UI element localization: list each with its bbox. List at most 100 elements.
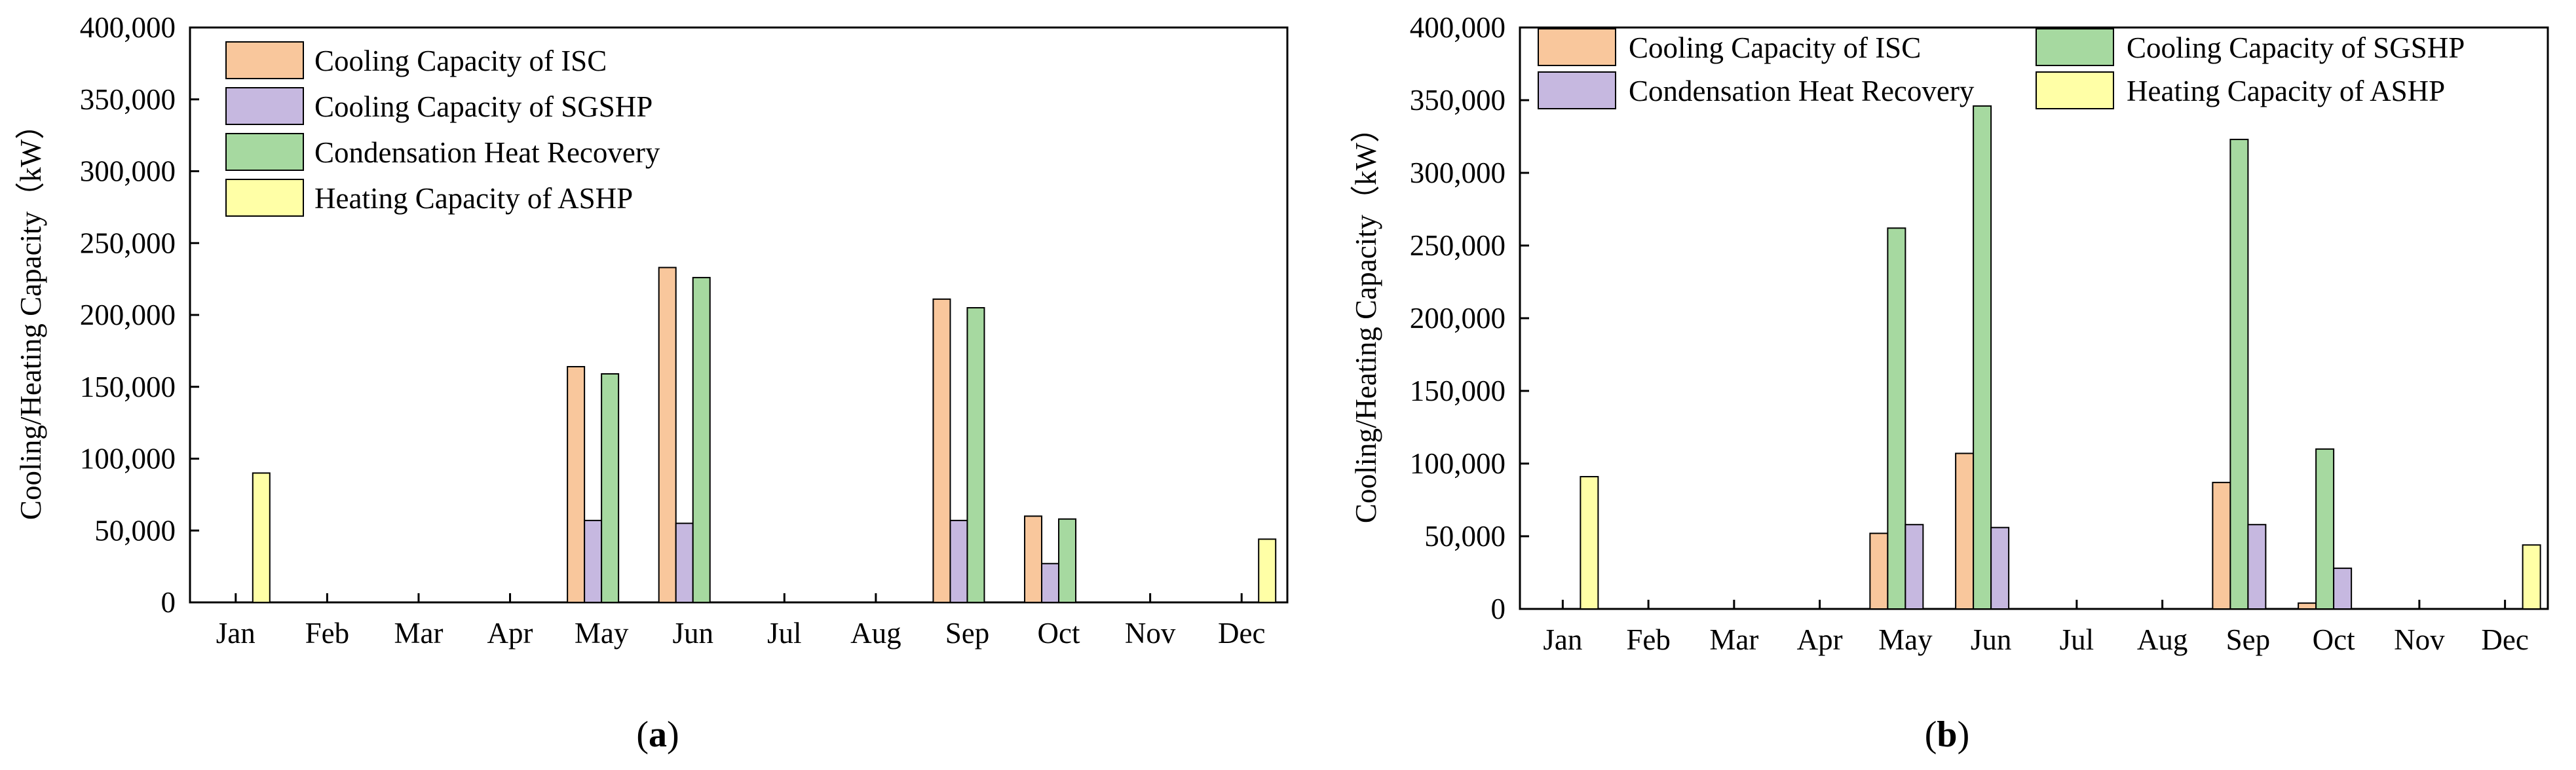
x-tick-label: May bbox=[575, 617, 629, 650]
panel-label-letter: a bbox=[649, 714, 667, 755]
legend-swatch bbox=[2036, 71, 2114, 109]
bar bbox=[1258, 538, 1277, 603]
bar bbox=[2315, 448, 2335, 610]
bar bbox=[567, 366, 586, 604]
x-tick-label: Oct bbox=[1038, 617, 1080, 650]
legend-label: Condensation Heat Recovery bbox=[1629, 75, 1975, 107]
legend-swatch bbox=[225, 133, 304, 171]
y-tick-label: 350,000 bbox=[80, 83, 176, 116]
x-tick-label: Dec bbox=[2481, 623, 2528, 656]
legend: Cooling Capacity of ISC Cooling Capacity … bbox=[225, 41, 660, 217]
bar bbox=[2247, 524, 2267, 610]
bars bbox=[252, 266, 1277, 604]
y-tick-label: 300,000 bbox=[80, 155, 176, 188]
x-tick-label: Apr bbox=[1797, 623, 1843, 656]
y-tick-label: 250,000 bbox=[1410, 229, 1506, 262]
x-tick-label: Apr bbox=[487, 617, 533, 650]
x-tick-label: Jun bbox=[1971, 623, 2012, 656]
bars bbox=[1580, 105, 2541, 610]
legend-swatch bbox=[1538, 71, 1616, 109]
y-tick-label: 50,000 bbox=[1424, 520, 1506, 553]
bar bbox=[1973, 105, 1992, 610]
y-tick-label: 150,000 bbox=[80, 371, 176, 403]
bar bbox=[675, 522, 694, 604]
y-tick-label: 200,000 bbox=[80, 299, 176, 331]
x-tick-label: Aug bbox=[850, 617, 901, 650]
legend-label: Cooling Capacity of SGSHP bbox=[2127, 31, 2465, 64]
legend: Cooling Capacity of ISC Cooling Capacity … bbox=[1538, 28, 2465, 109]
y-axis-title: Cooling/Heating Capacity（kW） bbox=[1350, 113, 1382, 523]
bar bbox=[932, 298, 951, 603]
legend-label: Condensation Heat Recovery bbox=[314, 136, 660, 169]
bar bbox=[1024, 515, 1043, 603]
legend-swatch bbox=[2036, 28, 2114, 66]
y-tick-label: 400,000 bbox=[80, 11, 176, 44]
x-tick-label: May bbox=[1878, 623, 1933, 656]
y-tick-label: 100,000 bbox=[1410, 447, 1506, 480]
bar bbox=[2212, 481, 2231, 610]
bar bbox=[1580, 475, 1599, 610]
legend-label: Cooling Capacity of SGSHP bbox=[314, 90, 653, 123]
legend-swatch bbox=[1538, 28, 1616, 66]
x-tick-label: Mar bbox=[1709, 623, 1758, 656]
bar bbox=[658, 266, 677, 603]
y-tick-label: 150,000 bbox=[1410, 375, 1506, 407]
bar bbox=[1990, 526, 2010, 610]
bar bbox=[692, 276, 711, 603]
chart-panel-a: 0 50,000 100,000 150,000 200,000 250,000 300,0… bbox=[14, 11, 1289, 755]
plot-frame bbox=[1519, 26, 2549, 610]
y-axis: 0 50,000 100,000 150,000 200,000 250,000 300,0… bbox=[80, 11, 199, 619]
legend-swatch bbox=[225, 179, 304, 217]
panel-label-b: (b) bbox=[1925, 714, 1969, 755]
chart-panel-b: 0 50,000 100,000 150,000 200,000 250,000 300,0… bbox=[1350, 11, 2549, 755]
x-tick-label: Jun bbox=[672, 617, 713, 650]
bar bbox=[1904, 524, 1924, 610]
x-tick-label: Jul bbox=[2060, 623, 2094, 656]
bar bbox=[966, 307, 985, 603]
y-axis: 0 50,000 100,000 150,000 200,000 250,000 300,0… bbox=[1410, 11, 1529, 625]
bar bbox=[252, 472, 271, 604]
y-tick-label: 0 bbox=[161, 586, 176, 619]
x-tick-label: Jul bbox=[767, 617, 802, 650]
y-tick-label: 50,000 bbox=[94, 514, 176, 547]
x-tick-label: Nov bbox=[1125, 617, 1176, 650]
x-tick-label: Aug bbox=[2137, 623, 2188, 656]
x-tick-label: Mar bbox=[394, 617, 443, 650]
legend-swatch bbox=[225, 41, 304, 79]
x-tick-label: Feb bbox=[305, 617, 350, 650]
y-tick-label: 400,000 bbox=[1410, 11, 1506, 44]
bar bbox=[2333, 567, 2353, 610]
legend-label: Cooling Capacity of ISC bbox=[314, 45, 607, 77]
y-tick-label: 250,000 bbox=[80, 227, 176, 259]
bar bbox=[601, 373, 620, 603]
bar bbox=[1869, 532, 1889, 610]
legend-label: Cooling Capacity of ISC bbox=[1629, 31, 1921, 64]
bar bbox=[1058, 518, 1077, 603]
bar bbox=[949, 519, 968, 604]
legend-label: Heating Capacity of ASHP bbox=[314, 182, 633, 215]
y-tick-label: 200,000 bbox=[1410, 302, 1506, 335]
y-tick-label: 0 bbox=[1491, 593, 1506, 625]
bar bbox=[2298, 602, 2317, 610]
bar bbox=[1887, 227, 1906, 610]
x-tick-label: Nov bbox=[2394, 623, 2445, 656]
panel-label-a: (a) bbox=[636, 714, 679, 755]
x-axis: Jan Feb Mar Apr May Jun Jul Aug Sep Oct Nov Dec bbox=[216, 593, 1265, 650]
legend-label: Heating Capacity of ASHP bbox=[2127, 75, 2445, 107]
bar bbox=[2229, 138, 2249, 610]
x-tick-label: Sep bbox=[945, 617, 990, 650]
bar bbox=[1041, 562, 1060, 603]
x-tick-label: Feb bbox=[1626, 623, 1671, 656]
y-tick-label: 100,000 bbox=[80, 443, 176, 475]
legend-swatch bbox=[225, 87, 304, 125]
x-axis: Jan Feb Mar Apr May Jun Jul Aug Sep Oct Nov Dec bbox=[1543, 600, 2529, 656]
bar bbox=[2522, 544, 2541, 610]
x-tick-label: Jan bbox=[1543, 623, 1582, 656]
y-tick-label: 300,000 bbox=[1410, 156, 1506, 189]
bar bbox=[1955, 452, 1975, 610]
y-axis-title: Cooling/Heating Capacity（kW） bbox=[14, 110, 47, 520]
x-tick-label: Dec bbox=[1218, 617, 1265, 650]
x-tick-label: Sep bbox=[2226, 623, 2271, 656]
panel-label-letter: b bbox=[1937, 714, 1957, 755]
